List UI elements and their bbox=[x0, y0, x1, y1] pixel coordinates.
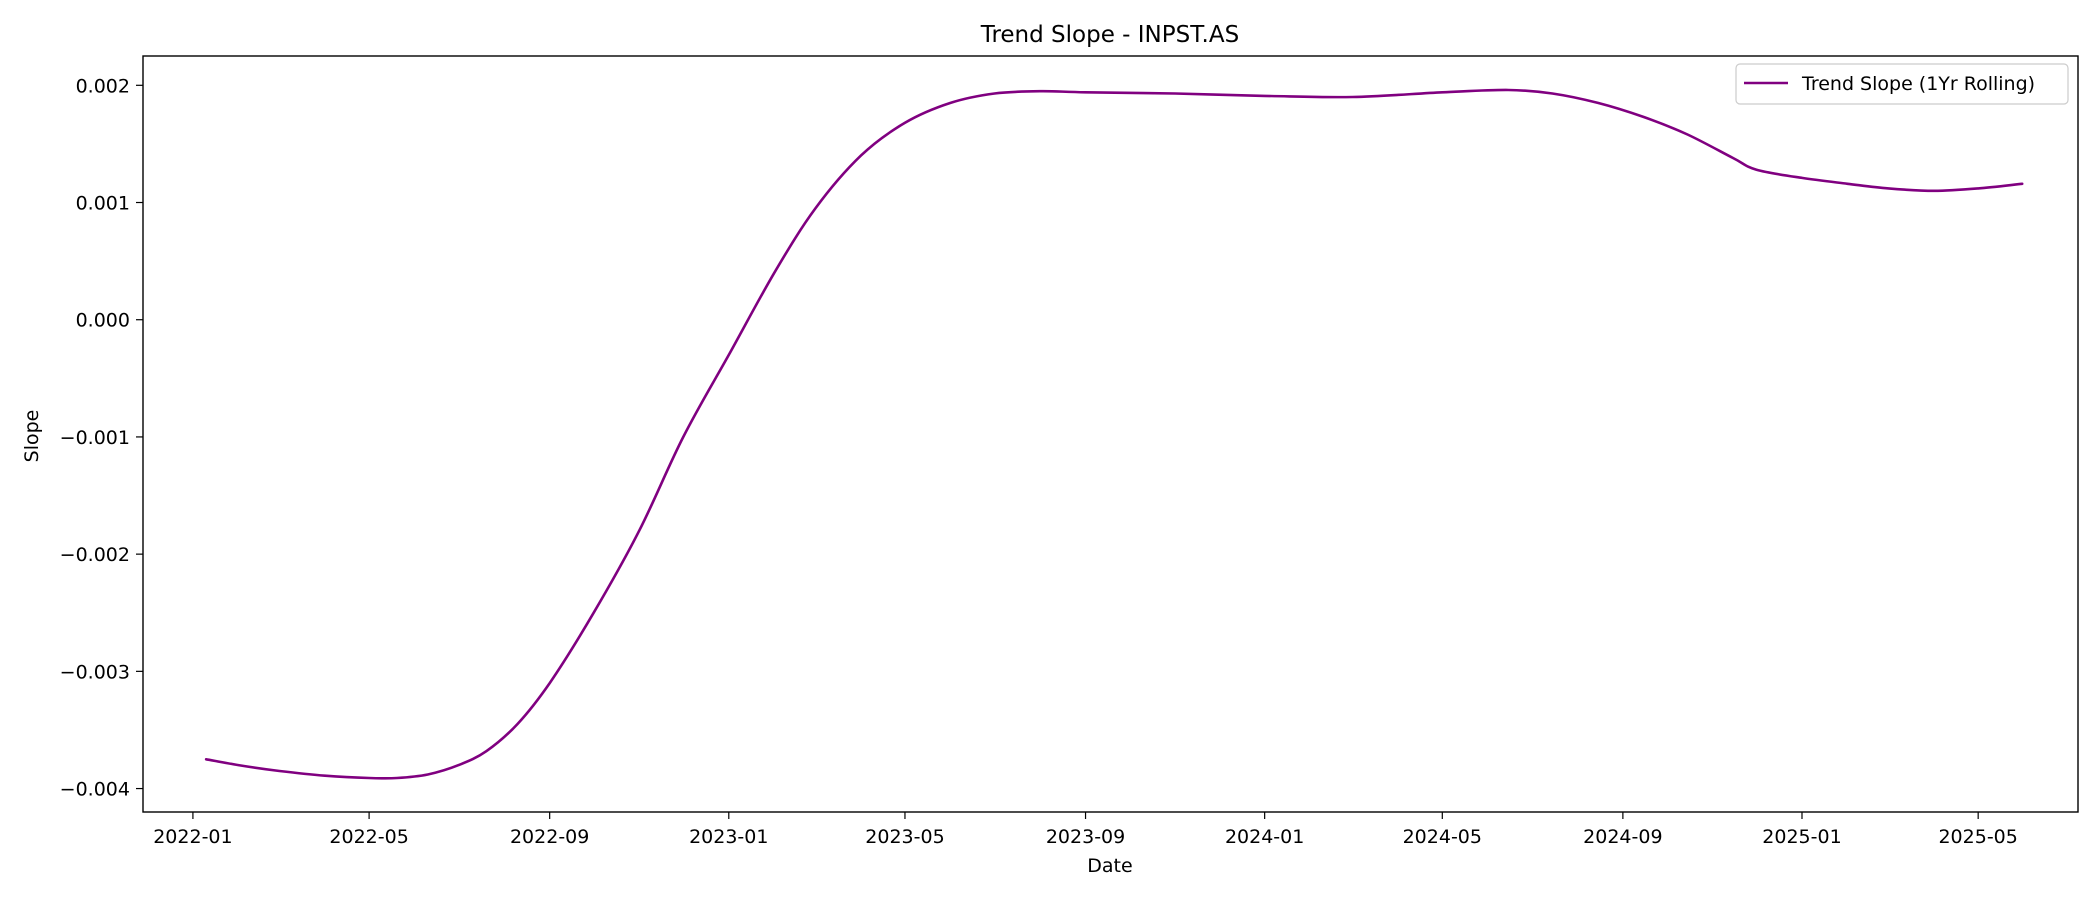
plot-frame bbox=[142, 55, 2079, 813]
y-tick-label: 0.002 bbox=[76, 75, 130, 97]
x-tick-label: 2023-01 bbox=[689, 826, 768, 848]
plot-area bbox=[204, 88, 2024, 780]
x-tick-label: 2023-09 bbox=[1046, 826, 1125, 848]
x-tick-label: 2022-09 bbox=[510, 826, 589, 848]
legend-label: Trend Slope (1Yr Rolling) bbox=[1801, 73, 2035, 95]
legend-box bbox=[1735, 63, 2069, 105]
y-tick-label: −0.002 bbox=[60, 544, 130, 566]
y-axis: −0.004 −0.003 −0.002 −0.001 0.000 0.001 0.002 bbox=[60, 75, 143, 801]
y-tick-label: −0.004 bbox=[60, 779, 130, 801]
legend: Trend Slope (1Yr Rolling) bbox=[1735, 63, 2069, 105]
x-tick-label: 2024-01 bbox=[1225, 826, 1304, 848]
series-line-trend-slope bbox=[204, 88, 2024, 780]
x-tick-label: 2022-05 bbox=[329, 826, 408, 848]
x-tick-label: 2024-09 bbox=[1583, 826, 1662, 848]
x-tick-label: 2022-01 bbox=[153, 826, 232, 848]
x-tick-label: 2023-05 bbox=[865, 826, 944, 848]
y-tick-label: −0.001 bbox=[60, 427, 130, 449]
x-tick-label: 2024-05 bbox=[1403, 826, 1482, 848]
x-axis-label: Date bbox=[1087, 855, 1132, 877]
y-tick-label: −0.003 bbox=[60, 661, 130, 683]
chart-title: Trend Slope - INPST.AS bbox=[980, 22, 1239, 48]
x-tick-label: 2025-05 bbox=[1938, 826, 2017, 848]
x-tick-label: 2025-01 bbox=[1762, 826, 1841, 848]
y-tick-label: 0.000 bbox=[76, 310, 130, 332]
y-tick-label: 0.001 bbox=[76, 193, 130, 215]
y-axis-label: Slope bbox=[21, 410, 43, 463]
x-axis: 2022-01 2022-05 2022-09 2023-01 2023-05 2023-… bbox=[153, 812, 2018, 848]
